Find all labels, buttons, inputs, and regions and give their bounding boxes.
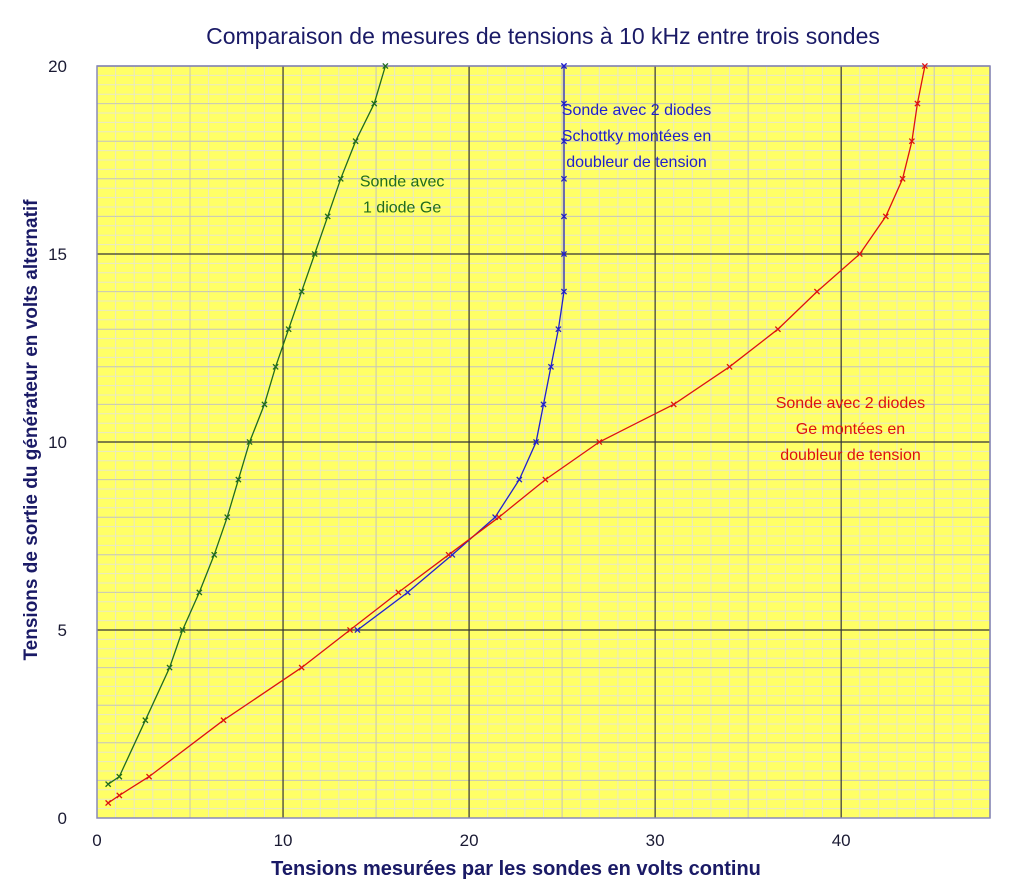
y-tick-label: 10 [48,433,67,452]
data-point [914,100,921,107]
data-point [813,288,821,295]
data-point [774,326,781,333]
data-point [908,138,915,145]
data-point [166,664,173,671]
data-point [246,438,253,446]
data-point [116,773,123,780]
annotation-line: 1 diode Ge [363,199,441,216]
data-point [196,589,203,596]
annotation-line: doubleur de tension [566,154,707,171]
plot-frame [96,65,991,819]
x-tick-label: 20 [460,831,479,850]
series-line [107,65,387,785]
data-point [382,62,389,70]
series-3 [105,62,928,807]
data-point [346,626,354,634]
data-point [354,626,361,634]
y-tick-label: 5 [58,621,67,640]
data-point [105,799,112,807]
data-point [285,326,292,333]
annotation-line: Sonde avec 2 diodes [776,395,925,412]
y-tick-label: 20 [48,57,67,76]
data-point [105,781,112,788]
series-annotation: Sonde avec 1 diode Ge [360,173,445,216]
data-point [560,100,568,107]
data-point [882,213,889,220]
y-tick-label: 0 [58,809,67,828]
data-point [560,62,568,70]
data-point [272,363,279,370]
data-point [516,476,523,483]
annotation-line: Schottky montées en [562,128,711,145]
data-point [532,438,540,446]
data-point [560,288,568,295]
data-point [404,589,411,596]
data-point [547,363,555,370]
y-tick-label: 15 [48,245,67,264]
x-tick-label: 30 [646,831,665,850]
data-point [116,792,123,799]
x-tick-label: 10 [274,831,293,850]
x-axis-label: Tensions mesurées par les sondes en volt… [271,858,761,880]
data-point [856,250,863,258]
data-point [224,514,231,521]
data-point [560,138,568,145]
x-tick-label: 40 [832,831,851,850]
data-point [298,664,305,671]
data-point [560,175,568,182]
data-point [311,250,318,258]
data-point [899,175,906,182]
data-point [596,438,603,446]
data-point [235,476,242,483]
data-point [542,476,549,483]
chart-title: Comparaison de mesures de tensions à 10 … [206,23,880,49]
data-point [352,138,359,145]
data-point [495,514,502,521]
data-point [445,551,452,558]
data-point [146,773,153,780]
data-point [337,175,344,182]
data-point [371,100,378,107]
data-point [142,717,149,724]
x-tick-label: 0 [92,831,101,850]
data-point [555,326,562,333]
data-point [395,589,402,596]
data-point [298,288,305,295]
data-point [560,250,568,258]
annotation-line: doubleur de tension [780,447,921,464]
data-point [179,626,186,634]
annotation-line: Sonde avec 2 diodes [562,102,711,119]
data-point [261,401,268,408]
series-annotation: Sonde avec 2 diodes Schottky montées en do… [562,102,711,171]
y-axis-label: Tensions de sortie du générateur en volt… [21,199,42,661]
data-point [921,62,928,70]
data-point [540,401,547,408]
data-point [560,213,568,220]
data-point [726,363,733,370]
series-annotation: Sonde avec 2 diodes Ge montées en doubleur… [776,395,925,464]
data-point [211,551,218,558]
data-point [220,717,227,724]
data-point [324,213,331,220]
data-point [670,401,677,408]
annotation-line: Sonde avec [360,173,445,190]
series-1 [105,62,389,788]
annotation-line: Ge montées en [796,421,905,438]
